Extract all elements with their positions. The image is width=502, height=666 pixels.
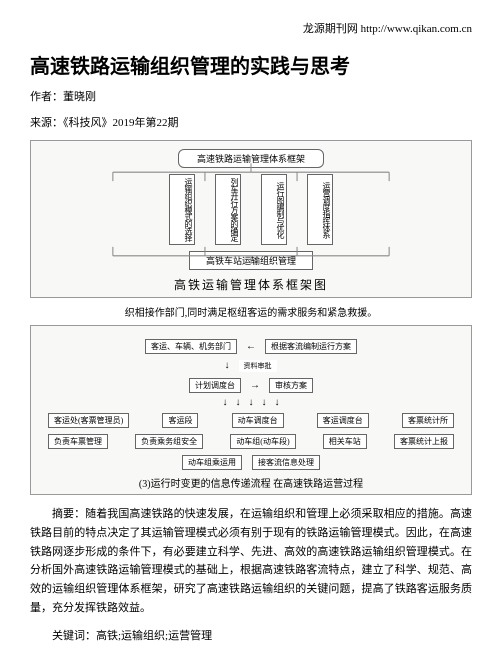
keywords-label: 关键词：	[52, 630, 96, 642]
fig2-node-r5-3: 相关车站	[323, 434, 367, 449]
source-url[interactable]: http://www.qikan.com.cn	[361, 23, 472, 35]
fig2-caption: (3)运行时变更的信息传递流程 在高速铁路运营过程	[37, 475, 465, 490]
fig2-node-r1a: 客运、车辆、机务部门	[145, 339, 237, 354]
fig1-col-0: 运输组织模式的选择	[169, 174, 195, 245]
author-label: 作者：	[30, 91, 63, 103]
author-line: 作者：董晓刚	[30, 89, 472, 107]
page-title: 高速铁路运输组织管理的实践与思考	[30, 50, 472, 79]
fig2-row6: 动车组乘运用 接客流信息处理	[37, 454, 465, 471]
fig2-node-r4-3: 客运调度台	[317, 413, 369, 428]
fig2-row2: ↓ 资料审批	[37, 359, 465, 373]
header-source: 龙源期刊网 http://www.qikan.com.cn	[30, 20, 472, 36]
keywords-para: 关键词：高铁;运输组织;运营管理	[30, 627, 472, 646]
fig1-columns: 运输组织模式的选择 列车开行方案的确定 运行图编制与优化 运营调度指挥体系	[37, 174, 465, 245]
fig2-row1: 客运、车辆、机务部门 ← 根据客流编制运行方案	[37, 338, 465, 355]
source-label: 龙源期刊网	[303, 23, 358, 35]
fig1-col-3: 运营调度指挥体系	[307, 174, 333, 245]
source-line: 来源：《科技风》2019年第22期	[30, 115, 472, 133]
arrow-down-icon: ↓	[225, 361, 230, 371]
fig2-node-r3b: 审核方案	[269, 378, 313, 393]
fig2-node-r5-0: 负责车票管理	[48, 434, 108, 449]
source-line-label: 来源：	[30, 117, 63, 129]
author-name: 董晓刚	[63, 91, 96, 103]
fig2-row3: 计划调度台 → 审核方案	[37, 377, 465, 394]
fig1-col-1: 列车开行方案的确定	[215, 174, 241, 245]
fig2-node-r5-4: 客票统计上报	[394, 434, 454, 449]
source-line-value: 《科技风》2019年第22期	[63, 117, 179, 129]
fig2-node-r4-1: 客运段	[162, 413, 198, 428]
fig1-mid-box: 高铁车站运输组织管理	[189, 251, 313, 270]
arrow-icon: ←	[246, 342, 256, 352]
fig2-node-r1b: 根据客流编制运行方案	[265, 339, 357, 354]
figure-2: 客运、车辆、机务部门 ← 根据客流编制运行方案 ↓ 资料审批 计划调度台 → 审…	[30, 325, 472, 495]
figure-1: 高速铁路运输管理体系框架 运输组织模式的选择 列车开行方案的确定 运行图编制与优…	[30, 140, 472, 298]
fig1-caption: 高铁运输管理体系框架图	[37, 276, 465, 293]
fig2-intro: 织相接作部门,同时满足枢纽客运的需求服务和紧急救援。	[30, 304, 472, 319]
arrow-down-icon: ↓	[223, 398, 228, 408]
arrow-down-icon: ↓	[275, 398, 280, 408]
fig2-node-r4-4: 客票统计所	[402, 413, 454, 428]
fig2-node-r6a: 动车组乘运用	[182, 455, 242, 470]
fig1-col-2: 运行图编制与优化	[261, 174, 287, 245]
keywords-text: 高铁;运输组织;运营管理	[96, 630, 212, 642]
arrow-down-icon: ↓	[249, 398, 254, 408]
abstract-text: 随着我国高速铁路的快速发展，在运输组织和管理上必须采取相应的措施。高速铁路目前的…	[30, 508, 472, 613]
abstract-label: 摘要：	[52, 508, 85, 520]
fig2-row4: 客运处(客票管理员) 客运段 动车调度台 客运调度台 客票统计所	[37, 412, 465, 429]
fig2-node-r2a: 资料审批	[239, 360, 277, 372]
fig2-node-r5-2: 动车组(动车段)	[230, 434, 295, 449]
fig2-node-r3a: 计划调度台	[189, 378, 241, 393]
fig2-node-r6b: 接客流信息处理	[252, 455, 320, 470]
fig2-node-r4-0: 客运处(客票管理员)	[48, 413, 129, 428]
fig2-node-r4-2: 动车调度台	[232, 413, 284, 428]
arrow-right-icon: →	[250, 381, 260, 391]
arrow-down-icon: ↓	[262, 398, 267, 408]
fig2-node-r5-1: 负责乘务组安全	[135, 434, 203, 449]
arrow-down-icon: ↓	[236, 398, 241, 408]
fig1-top-box: 高速铁路运输管理体系框架	[178, 149, 324, 168]
abstract-para: 摘要：随着我国高速铁路的快速发展，在运输组织和管理上必须采取相应的措施。高速铁路…	[30, 505, 472, 617]
fig2-row-arrows: ↓ ↓ ↓ ↓ ↓	[37, 398, 465, 408]
fig2-row5: 负责车票管理 负责乘务组安全 动车组(动车段) 相关车站 客票统计上报	[37, 433, 465, 450]
